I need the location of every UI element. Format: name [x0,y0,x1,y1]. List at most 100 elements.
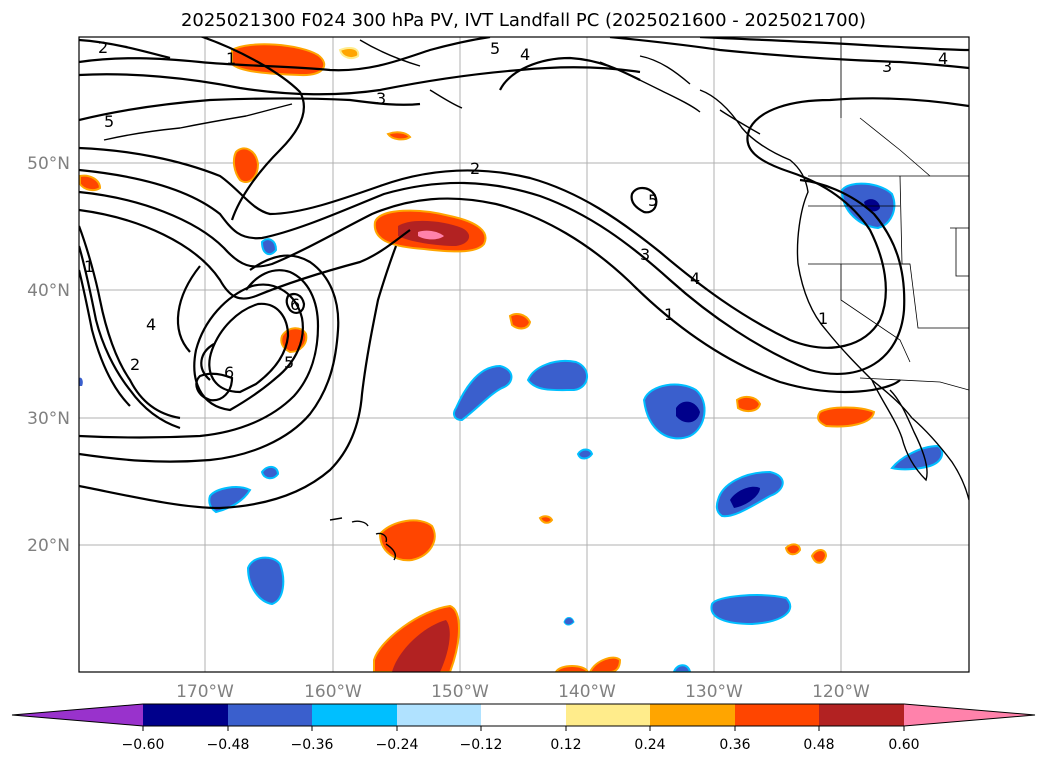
colorbar-segment [312,704,397,726]
contour-label: 2 [98,38,108,57]
lat-label: 40°N [27,281,70,301]
contour-label: 1 [818,309,828,328]
contour-label: 5 [490,39,500,58]
colorbar-segment [397,704,481,726]
colorbar-tick-label: 0.24 [634,737,665,753]
border-california-nevada [840,264,911,363]
contour-label: 2 [470,159,480,178]
lon-label: 130°W [685,682,743,702]
colorbar-tick-label: 0.12 [550,737,581,753]
colorbar-segment [735,704,819,726]
colorbar-segment [650,704,735,726]
lon-label: 170°W [176,682,234,702]
coastline-north-america [699,89,969,501]
lon-label: 120°W [812,682,870,702]
colorbar-tick-label: 0.48 [803,737,834,753]
contour-ne-3 [609,37,969,70]
colorbar-tick-label: 0.36 [719,737,750,753]
colorbar-tick-label: −0.60 [122,737,165,753]
anomaly-pos-south-140w [554,665,590,672]
anomaly-neg-west-edge [79,377,83,386]
contour-south-3 [79,269,320,439]
colorbar-segment [819,704,904,726]
coastline-bc-islands [599,55,761,135]
colorbar-segment [481,704,566,726]
lat-label: 20°N [27,536,70,556]
gridlines [79,37,969,672]
contour-south-2 [79,254,340,463]
contour-trough-loop-2 [208,302,290,394]
contour-jet-4 [79,208,411,300]
anomaly-neg-165w-small [260,238,278,256]
anomaly-pos-south-big-strong [392,620,450,672]
map-frame [78,36,970,673]
contour-small-6 [285,293,306,314]
anomaly-pos-small-north [338,47,360,59]
contour-jet-3 [79,190,901,394]
border-idaho [899,175,969,329]
map-title: 2025021300 F024 300 hPa PV, IVT Landfall… [180,10,867,31]
anomaly-neg-128w-strong [730,486,760,508]
anomaly-pos-170w [232,147,260,183]
anomaly-pos-south-137w [588,656,622,672]
contour-label: 3 [882,57,892,76]
contour-label: 5 [104,112,114,131]
contour-jet-1 [79,97,969,349]
colorbar-ticks [142,726,905,731]
contour-label: 2 [130,355,140,374]
anomaly-neg-133w-strong [676,401,700,423]
latitude-labels: 50°N 40°N 30°N 20°N [27,154,70,556]
contour-north-1 [79,37,491,72]
anomaly-neg-128w-south [710,594,792,626]
colorbar-segment [228,704,312,726]
contour-label: 4 [146,315,156,334]
coastline-alaska [359,39,463,109]
lat-label: 30°N [27,409,70,429]
contour-west-3 [79,269,131,407]
anomaly-neg-141w-tiny [576,448,594,460]
colorbar-extend-low [12,704,143,726]
lon-label: 150°W [431,682,489,702]
anomaly-pos-145w [508,313,532,330]
colorbar-tick-label: −0.48 [207,737,250,753]
colorbar: −0.60 −0.48 −0.36 −0.24 −0.12 0.12 0.24 … [11,703,1036,753]
longitude-labels: 170°W 160°W 150°W 140°W 130°W 120°W [176,682,870,702]
contour-label: 4 [690,269,700,288]
anomaly-pos-aleutian [231,43,326,77]
contour-south-1 [79,245,398,510]
contour-label: 6 [290,295,300,314]
contour-label: 3 [376,89,386,108]
pv-contours [79,37,969,510]
colorbar-tick-label: 0.60 [888,737,919,753]
anomaly-pos-baja-west [817,406,876,428]
contour-label: 1 [84,257,94,276]
contour-label: 4 [938,49,948,68]
contour-label: 6 [224,363,234,382]
political-borders [808,37,969,391]
anomaly-neg-141w [526,360,588,392]
anomaly-pos-jet-core-max [418,230,444,240]
lon-label: 140°W [558,682,616,702]
contour-label: 5 [284,353,294,372]
anomaly-neg-tiny-southeast [563,617,575,626]
anomaly-neg-168w [208,486,252,514]
lat-label: 50°N [27,154,70,174]
colorbar-extend-high [904,704,1035,726]
anomaly-neg-baja [890,444,944,471]
negative-anomaly-fields [79,182,944,672]
coastline-baja [871,379,928,482]
coastline-hawaii [329,517,396,561]
contour-label: 4 [520,45,530,64]
contour-ne-4 [699,37,969,52]
contour-east-5 [630,186,658,214]
colorbar-tick-label: −0.12 [460,737,503,753]
contour-jet-5 [199,37,305,221]
anomaly-neg-133w [642,383,706,440]
anomaly-pos-small-strip [386,131,412,141]
contour-labels: 2 1 5 4 3 3 4 5 2 5 1 1 4 2 6 5 6 3 4 1 [84,38,948,382]
contour-label: 3 [640,245,650,264]
colorbar-segment [566,704,650,726]
coastlines [103,39,969,561]
colorbar-tick-label: −0.24 [376,737,419,753]
